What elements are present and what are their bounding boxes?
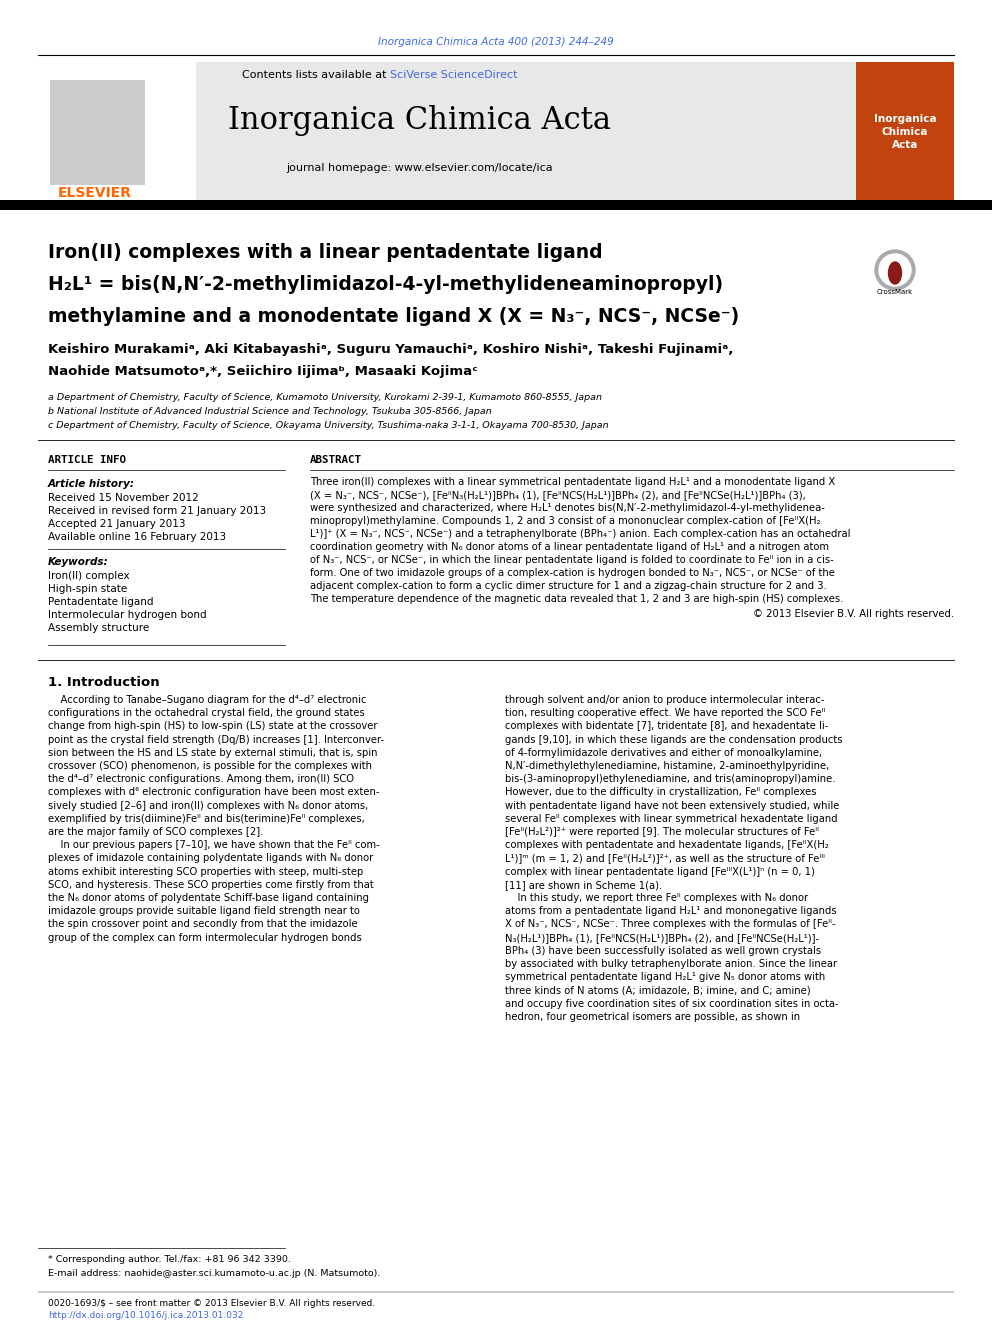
- Text: (X = N₃⁻, NCS⁻, NCSe⁻), [FeᴵᴵN₃(H₂L¹)]BPh₄ (1), [FeᴵᴵNCS(H₂L¹)]BPh₄ (2), and [Fe: (X = N₃⁻, NCS⁻, NCSe⁻), [FeᴵᴵN₃(H₂L¹)]BP…: [310, 490, 806, 500]
- Text: SCO, and hysteresis. These SCO properties come firstly from that: SCO, and hysteresis. These SCO propertie…: [48, 880, 374, 890]
- Text: ELSEVIER: ELSEVIER: [58, 187, 132, 200]
- Text: the d⁴–d⁷ electronic configurations. Among them, iron(II) SCO: the d⁴–d⁷ electronic configurations. Amo…: [48, 774, 354, 785]
- Text: Article history:: Article history:: [48, 479, 135, 490]
- Text: point as the crystal field strength (Dq/B) increases [1]. Interconver-: point as the crystal field strength (Dq/…: [48, 734, 384, 745]
- Text: sively studied [2–6] and iron(II) complexes with N₆ donor atoms,: sively studied [2–6] and iron(II) comple…: [48, 800, 368, 811]
- Text: L¹)]⁺ (X = N₃⁻, NCS⁻, NCSe⁻) and a tetraphenylborate (BPh₄⁻) anion. Each complex: L¹)]⁺ (X = N₃⁻, NCS⁻, NCSe⁻) and a tetra…: [310, 529, 850, 538]
- Text: Keywords:: Keywords:: [48, 557, 109, 568]
- Text: The temperature dependence of the magnetic data revealed that 1, 2 and 3 are hig: The temperature dependence of the magnet…: [310, 594, 843, 605]
- Text: 0020-1693/$ – see front matter © 2013 Elsevier B.V. All rights reserved.: 0020-1693/$ – see front matter © 2013 El…: [48, 1298, 375, 1307]
- Text: group of the complex can form intermolecular hydrogen bonds: group of the complex can form intermolec…: [48, 933, 362, 942]
- Text: symmetrical pentadentate ligand H₂L¹ give N₅ donor atoms with: symmetrical pentadentate ligand H₂L¹ giv…: [505, 972, 825, 982]
- Text: c Department of Chemistry, Faculty of Science, Okayama University, Tsushima-naka: c Department of Chemistry, Faculty of Sc…: [48, 422, 609, 430]
- Text: exemplified by tris(diimine)Feᴵᴵ and bis(terimine)Feᴵᴵ complexes,: exemplified by tris(diimine)Feᴵᴵ and bis…: [48, 814, 365, 824]
- Text: bis-(3-aminopropyl)ethylenediamine, and tris(aminopropyl)amine.: bis-(3-aminopropyl)ethylenediamine, and …: [505, 774, 835, 785]
- Text: High-spin state: High-spin state: [48, 583, 127, 594]
- Text: Naohide Matsumotoᵃ,*, Seiichiro Iijimaᵇ, Masaaki Kojimaᶜ: Naohide Matsumotoᵃ,*, Seiichiro Iijimaᵇ,…: [48, 365, 477, 378]
- Text: of N₃⁻, NCS⁻, or NCSe⁻, in which the linear pentadentate ligand is folded to coo: of N₃⁻, NCS⁻, or NCSe⁻, in which the lin…: [310, 556, 833, 565]
- Text: [Feᴵᴵ(H₂L²)]²⁺ were reported [9]. The molecular structures of Feᴵᴵ: [Feᴵᴵ(H₂L²)]²⁺ were reported [9]. The mo…: [505, 827, 819, 837]
- Text: coordination geometry with N₆ donor atoms of a linear pentadentate ligand of H₂L: coordination geometry with N₆ donor atom…: [310, 542, 829, 552]
- Text: complexes with pentadentate and hexadentate ligands, [FeᴵᴵX(H₂: complexes with pentadentate and hexadent…: [505, 840, 828, 851]
- Text: journal homepage: www.elsevier.com/locate/ica: journal homepage: www.elsevier.com/locat…: [287, 163, 554, 173]
- Text: L¹)]ᵐ (m = 1, 2) and [Feᴵᴵ(H₂L²)]²⁺, as well as the structure of Feᴵᴵᴵ: L¹)]ᵐ (m = 1, 2) and [Feᴵᴵ(H₂L²)]²⁺, as …: [505, 853, 825, 864]
- FancyBboxPatch shape: [50, 79, 145, 185]
- Text: However, due to the difficulty in crystallization, Feᴵᴵ complexes: However, due to the difficulty in crysta…: [505, 787, 816, 798]
- Text: imidazole groups provide suitable ligand field strength near to: imidazole groups provide suitable ligand…: [48, 906, 360, 917]
- Text: Received 15 November 2012: Received 15 November 2012: [48, 493, 198, 503]
- Text: H₂L¹ = bis(N,N′-2-methylimidazol-4-yl-methylideneaminopropyl): H₂L¹ = bis(N,N′-2-methylimidazol-4-yl-me…: [48, 274, 723, 294]
- Text: sion between the HS and LS state by external stimuli, that is, spin: sion between the HS and LS state by exte…: [48, 747, 378, 758]
- Text: Accepted 21 January 2013: Accepted 21 January 2013: [48, 519, 186, 529]
- Text: by associated with bulky tetraphenylborate anion. Since the linear: by associated with bulky tetraphenylbora…: [505, 959, 837, 968]
- Text: three kinds of N atoms (A; imidazole, B; imine, and C; amine): three kinds of N atoms (A; imidazole, B;…: [505, 986, 810, 995]
- Text: ARTICLE INFO: ARTICLE INFO: [48, 455, 126, 464]
- Text: In this study, we report three Feᴵᴵ complexes with N₆ donor: In this study, we report three Feᴵᴵ comp…: [505, 893, 808, 904]
- Text: several Feᴵᴵ complexes with linear symmetrical hexadentate ligand: several Feᴵᴵ complexes with linear symme…: [505, 814, 837, 824]
- Text: Assembly structure: Assembly structure: [48, 623, 149, 632]
- Text: Iron(II) complexes with a linear pentadentate ligand: Iron(II) complexes with a linear pentade…: [48, 242, 602, 262]
- Text: * Corresponding author. Tel./fax: +81 96 342 3390.: * Corresponding author. Tel./fax: +81 96…: [48, 1256, 291, 1265]
- Text: of 4-formylimidazole derivatives and either of monoalkylamine,: of 4-formylimidazole derivatives and eit…: [505, 747, 822, 758]
- FancyBboxPatch shape: [38, 62, 856, 202]
- Text: atoms exhibit interesting SCO properties with steep, multi-step: atoms exhibit interesting SCO properties…: [48, 867, 363, 877]
- Text: [11] are shown in Scheme 1(a).: [11] are shown in Scheme 1(a).: [505, 880, 663, 890]
- Text: through solvent and/or anion to produce intermolecular interac-: through solvent and/or anion to produce …: [505, 695, 824, 705]
- Text: complex with linear pentadentate ligand [FeᴵᴵᴵX(L¹)]ⁿ (n = 0, 1): complex with linear pentadentate ligand …: [505, 867, 814, 877]
- Text: Pentadentate ligand: Pentadentate ligand: [48, 597, 154, 607]
- Text: minopropyl)methylamine. Compounds 1, 2 and 3 consist of a mononuclear complex-ca: minopropyl)methylamine. Compounds 1, 2 a…: [310, 516, 820, 527]
- Text: Inorganica Chimica Acta 400 (2013) 244–249: Inorganica Chimica Acta 400 (2013) 244–2…: [378, 37, 614, 48]
- Text: Received in revised form 21 January 2013: Received in revised form 21 January 2013: [48, 505, 266, 516]
- Text: Intermolecular hydrogen bond: Intermolecular hydrogen bond: [48, 610, 206, 620]
- Text: form. One of two imidazole groups of a complex-cation is hydrogen bonded to N₃⁻,: form. One of two imidazole groups of a c…: [310, 568, 835, 578]
- Text: are the major family of SCO complexes [2].: are the major family of SCO complexes [2…: [48, 827, 263, 837]
- Text: Inorganica
Chimica
Acta: Inorganica Chimica Acta: [874, 114, 936, 151]
- FancyBboxPatch shape: [0, 200, 992, 210]
- Text: SciVerse ScienceDirect: SciVerse ScienceDirect: [390, 70, 518, 79]
- Text: 1. Introduction: 1. Introduction: [48, 676, 160, 688]
- Text: Contents lists available at: Contents lists available at: [242, 70, 390, 79]
- FancyBboxPatch shape: [38, 62, 196, 202]
- Text: a Department of Chemistry, Faculty of Science, Kumamoto University, Kurokami 2-3: a Department of Chemistry, Faculty of Sc…: [48, 393, 602, 402]
- Text: plexes of imidazole containing polydentate ligands with N₆ donor: plexes of imidazole containing polydenta…: [48, 853, 373, 864]
- Text: X of N₃⁻, NCS⁻, NCSe⁻. Three complexes with the formulas of [Feᴵᴵ-: X of N₃⁻, NCS⁻, NCSe⁻. Three complexes w…: [505, 919, 835, 929]
- Text: Keishiro Murakamiᵃ, Aki Kitabayashiᵃ, Suguru Yamauchiᵃ, Koshiro Nishiᵃ, Takeshi : Keishiro Murakamiᵃ, Aki Kitabayashiᵃ, Su…: [48, 344, 733, 356]
- Text: N,N′-dimethylethylenediamine, histamine, 2-aminoethylpyridine,: N,N′-dimethylethylenediamine, histamine,…: [505, 761, 829, 771]
- Text: complexes with d⁶ electronic configuration have been most exten-: complexes with d⁶ electronic configurati…: [48, 787, 380, 798]
- Text: configurations in the octahedral crystal field, the ground states: configurations in the octahedral crystal…: [48, 708, 365, 718]
- Text: atoms from a pentadentate ligand H₂L¹ and mononegative ligands: atoms from a pentadentate ligand H₂L¹ an…: [505, 906, 836, 917]
- Text: complexes with bidentate [7], tridentate [8], and hexadentate li-: complexes with bidentate [7], tridentate…: [505, 721, 828, 732]
- Text: with pentadentate ligand have not been extensively studied, while: with pentadentate ligand have not been e…: [505, 800, 839, 811]
- FancyBboxPatch shape: [856, 62, 954, 202]
- Ellipse shape: [889, 262, 902, 284]
- Text: hedron, four geometrical isomers are possible, as shown in: hedron, four geometrical isomers are pos…: [505, 1012, 801, 1021]
- Text: ABSTRACT: ABSTRACT: [310, 455, 362, 464]
- Text: CrossMark: CrossMark: [877, 288, 913, 295]
- Text: b National Institute of Advanced Industrial Science and Technology, Tsukuba 305-: b National Institute of Advanced Industr…: [48, 407, 492, 417]
- Text: were synthesized and characterized, where H₂L¹ denotes bis(N,N′-2-methylimidazol: were synthesized and characterized, wher…: [310, 503, 825, 513]
- Text: crossover (SCO) phenomenon, is possible for the complexes with: crossover (SCO) phenomenon, is possible …: [48, 761, 372, 771]
- Text: Three iron(II) complexes with a linear symmetrical pentadentate ligand H₂L¹ and : Three iron(II) complexes with a linear s…: [310, 478, 835, 487]
- Text: BPh₄ (3) have been successfully isolated as well grown crystals: BPh₄ (3) have been successfully isolated…: [505, 946, 821, 955]
- Text: Available online 16 February 2013: Available online 16 February 2013: [48, 532, 226, 542]
- Text: methylamine and a monodentate ligand X (X = N₃⁻, NCS⁻, NCSe⁻): methylamine and a monodentate ligand X (…: [48, 307, 739, 325]
- Circle shape: [875, 250, 915, 290]
- Text: E-mail address: naohide@aster.sci.kumamoto-u.ac.jp (N. Matsumoto).: E-mail address: naohide@aster.sci.kumamo…: [48, 1270, 380, 1278]
- Text: In our previous papers [7–10], we have shown that the Feᴵᴵ com-: In our previous papers [7–10], we have s…: [48, 840, 380, 851]
- Text: gands [9,10], in which these ligands are the condensation products: gands [9,10], in which these ligands are…: [505, 734, 842, 745]
- Text: the N₆ donor atoms of polydentate Schiff-base ligand containing: the N₆ donor atoms of polydentate Schiff…: [48, 893, 369, 904]
- Text: Inorganica Chimica Acta: Inorganica Chimica Acta: [228, 105, 611, 135]
- Text: and occupy five coordination sites of six coordination sites in octa-: and occupy five coordination sites of si…: [505, 999, 838, 1008]
- Text: change from high-spin (HS) to low-spin (LS) state at the crossover: change from high-spin (HS) to low-spin (…: [48, 721, 378, 732]
- Text: the spin crossover point and secondly from that the imidazole: the spin crossover point and secondly fr…: [48, 919, 358, 929]
- Text: © 2013 Elsevier B.V. All rights reserved.: © 2013 Elsevier B.V. All rights reserved…: [753, 609, 954, 619]
- Text: Iron(II) complex: Iron(II) complex: [48, 572, 130, 581]
- Circle shape: [879, 254, 911, 286]
- Text: http://dx.doi.org/10.1016/j.ica.2013.01.032: http://dx.doi.org/10.1016/j.ica.2013.01.…: [48, 1311, 243, 1319]
- Text: adjacent complex-cation to form a cyclic dimer structure for 1 and a zigzag-chai: adjacent complex-cation to form a cyclic…: [310, 581, 826, 591]
- Text: N₃(H₂L¹)]BPh₄ (1), [FeᴵᴵNCS(H₂L¹)]BPh₄ (2), and [FeᴵᴵNCSe(H₂L¹)]-: N₃(H₂L¹)]BPh₄ (1), [FeᴵᴵNCS(H₂L¹)]BPh₄ (…: [505, 933, 819, 942]
- Text: According to Tanabe–Sugano diagram for the d⁴–d⁷ electronic: According to Tanabe–Sugano diagram for t…: [48, 695, 366, 705]
- Text: tion, resulting cooperative effect. We have reported the SCO Feᴵᴵ: tion, resulting cooperative effect. We h…: [505, 708, 825, 718]
